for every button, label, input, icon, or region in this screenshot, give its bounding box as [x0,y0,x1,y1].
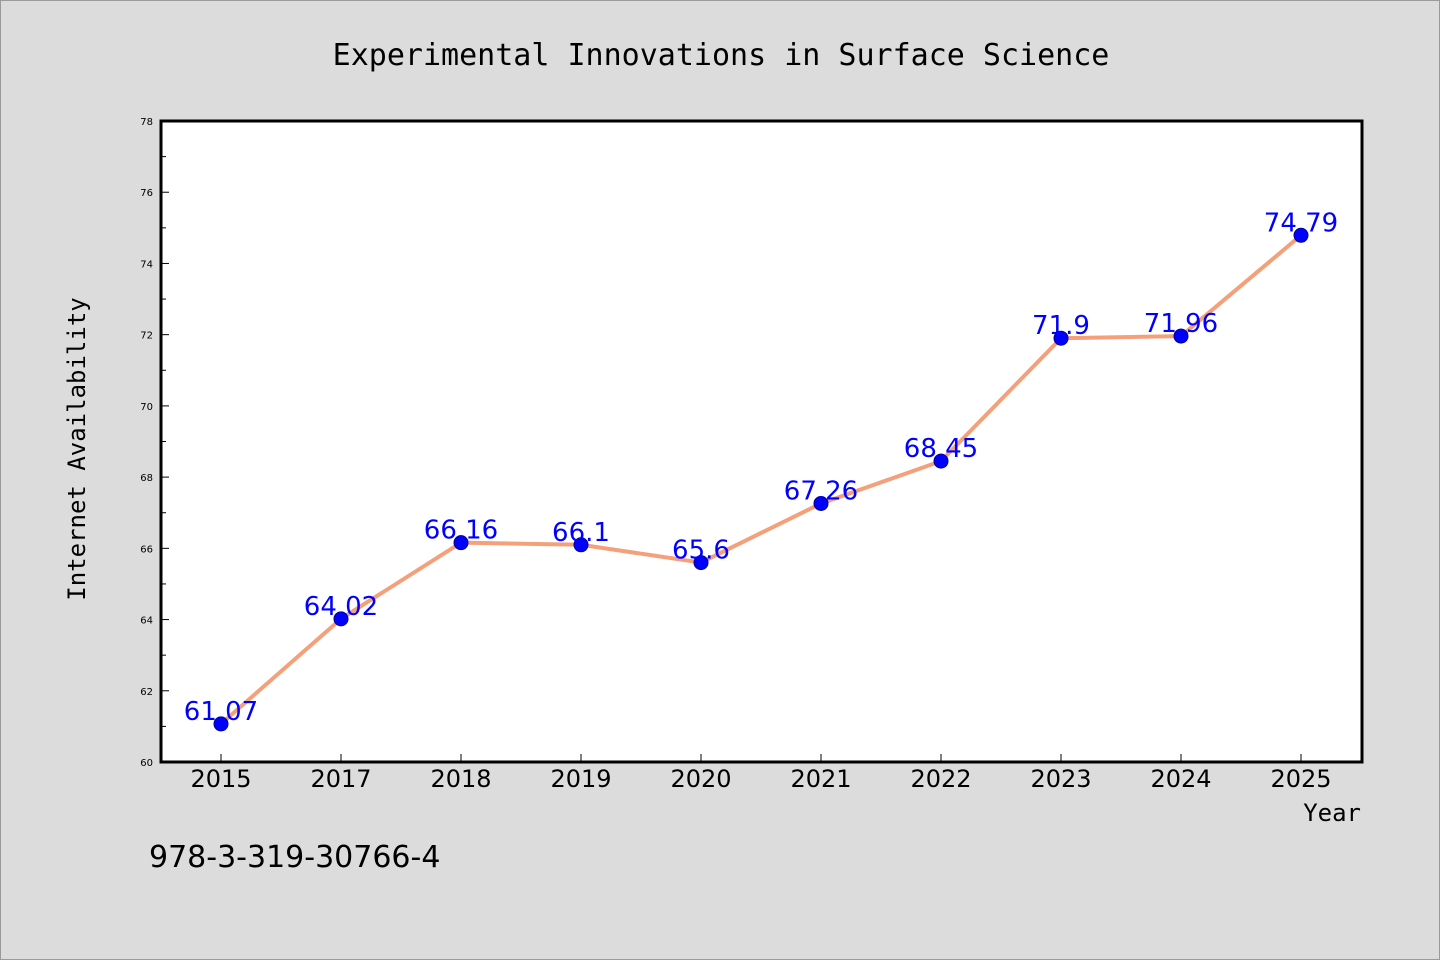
x-tick-label: 2022 [910,765,971,793]
data-point [693,555,709,571]
series-group: 61.07 64.02 66.16 66.1 65.6 67.26 68.45 71.9 71.… [184,208,1338,732]
data-point [573,537,589,553]
data-label: 71.9 [1032,311,1090,341]
data-label: 71.96 [1144,309,1218,339]
x-tick-label: 2023 [1030,765,1091,793]
y-tick-label: 72 [140,331,153,342]
x-tick-label: 2018 [430,765,491,793]
data-point [813,495,829,511]
x-tick-label: 2015 [190,765,251,793]
data-label: 68.45 [904,434,978,464]
y-tick-label: 70 [140,402,153,413]
footnote-isbn: 978-3-319-30766-4 [149,840,440,875]
x-axis: 2015 2017 2018 2019 2020 2021 2022 2023 2024 2025 [190,754,1332,793]
y-tick-label: 76 [140,188,153,199]
data-point [453,535,469,551]
y-tick-label: 74 [140,259,153,270]
series-line [219,233,1303,726]
x-axis-label: Year [1303,799,1361,827]
y-tick-label: 64 [140,616,153,627]
data-label: 64.02 [304,592,378,622]
data-label: 65.6 [672,536,730,566]
chart-title: Experimental Innovations in Surface Scie… [333,38,1110,73]
x-tick-label: 2021 [790,765,851,793]
data-label: 66.1 [552,518,610,548]
y-tick-label: 68 [140,473,153,484]
data-label: 61.07 [184,697,258,727]
y-tick-label: 66 [140,544,153,555]
data-point [1053,330,1069,346]
data-point [213,716,229,732]
data-point [333,611,349,627]
data-point [1173,328,1189,344]
data-point [933,453,949,469]
x-tick-label: 2017 [310,765,371,793]
data-point [1293,227,1309,243]
x-tick-label: 2020 [670,765,731,793]
data-label: 66.16 [424,516,498,546]
y-tick-label: 78 [140,117,153,128]
y-tick-label: 60 [140,758,153,769]
y-axis: 60 62 64 66 68 70 72 74 76 78 [140,117,169,769]
x-tick-label: 2019 [550,765,611,793]
plot-area [159,119,1364,764]
y-axis-label: Internet Availability [63,297,91,600]
y-tick-label: 62 [140,687,153,698]
data-label: 67.26 [784,476,858,506]
x-tick-label: 2025 [1270,765,1331,793]
x-tick-label: 2024 [1150,765,1211,793]
data-label: 74.79 [1264,208,1338,238]
